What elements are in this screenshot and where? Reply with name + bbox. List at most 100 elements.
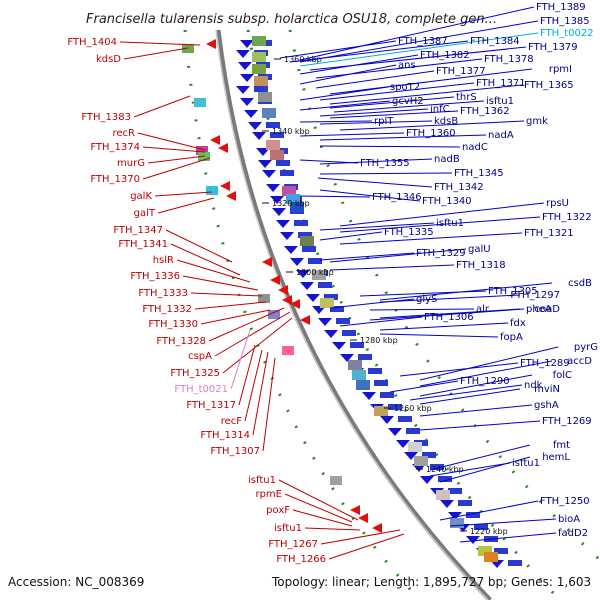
gene-label-right[interactable]: folC [553, 370, 572, 381]
gene-label-right[interactable]: rpmI [549, 64, 572, 75]
gene-label-right[interactable]: FTH_1365 [524, 80, 574, 91]
gene-label-right[interactable]: infC [430, 104, 450, 115]
gene-label-right[interactable]: FTH_1371 [476, 78, 526, 89]
gene-label-right[interactable]: isftu1 [512, 458, 540, 469]
gene-label-right[interactable]: mviN [534, 384, 560, 395]
gene-label-left[interactable]: FTH_1307 [210, 446, 260, 457]
gene-label-right[interactable]: FTH_1382 [420, 50, 470, 61]
gene-label-left[interactable]: FTH_1370 [90, 174, 140, 185]
gene-label-left[interactable]: recR [113, 128, 136, 139]
gene-block [474, 524, 488, 530]
gene-label-right[interactable]: pheA [526, 304, 552, 315]
gene-label-right[interactable]: bioA [558, 514, 580, 525]
gene-label-right[interactable]: FTH_1329 [416, 248, 466, 259]
gene-arrow-reverse [358, 513, 368, 523]
gene-label-right[interactable]: FTH_1289 [520, 358, 570, 369]
gene-label-left[interactable]: FTH_1328 [156, 336, 206, 347]
gene-label-left[interactable]: FTH_1314 [200, 430, 250, 441]
gene-label-right[interactable]: FTH_1360 [406, 128, 456, 139]
gene-label-left[interactable]: FTH_1267 [268, 539, 318, 550]
gene-label-right[interactable]: alr [476, 304, 490, 315]
gene-label-left[interactable]: FTH_1317 [186, 400, 236, 411]
gene-label-right[interactable]: fopA [500, 332, 523, 343]
gene-label-right[interactable]: FTH_t0022 [540, 28, 594, 39]
gene-label-right[interactable]: FTH_1269 [542, 416, 592, 427]
gene-label-right[interactable]: ans [398, 60, 416, 71]
gene-label-right[interactable]: FTH_1389 [536, 2, 586, 13]
gene-block [350, 342, 364, 348]
gene-label-right[interactable]: isftu1 [486, 96, 514, 107]
gene-label-left[interactable]: FTH_1383 [81, 112, 131, 123]
gene-label-left[interactable]: FTH_1333 [138, 288, 188, 299]
gene-label-right[interactable]: fmt [553, 440, 570, 451]
gene-label-left[interactable]: FTH_1404 [67, 37, 117, 48]
gene-label-left[interactable]: recF [221, 416, 243, 427]
gene-label-right[interactable]: FTH_1305 [488, 286, 538, 297]
gene-label-right[interactable]: ndk [524, 380, 543, 391]
gene-label-right[interactable]: nadB [434, 154, 460, 165]
gene-label-left[interactable]: cspA [188, 351, 212, 362]
gene-arrow [340, 354, 354, 362]
gene-label-left[interactable]: galT [134, 208, 156, 219]
gene-label-left[interactable]: isftu1 [274, 523, 302, 534]
gene-label-left[interactable]: FTH_1374 [90, 142, 140, 153]
gene-label-right[interactable]: FTH_1362 [460, 106, 510, 117]
gene-label-right[interactable]: gcvH2 [392, 96, 424, 107]
gene-label-right[interactable]: FTH_1377 [436, 66, 486, 77]
gene-label-right[interactable]: FTH_1250 [540, 496, 590, 507]
gene-label-right[interactable]: FTH_1345 [454, 168, 504, 179]
gene-label-left[interactable]: FTH_t0021 [174, 384, 228, 395]
gene-label-left[interactable]: FTH_1266 [276, 554, 326, 565]
gene-label-right[interactable]: csdB [568, 278, 592, 289]
gene-label-left[interactable]: hslR [153, 255, 174, 266]
gene-label-left[interactable]: galK [130, 191, 152, 202]
gene-label-right[interactable]: FTH_1290 [460, 376, 510, 387]
gene-label-right[interactable]: pyrG [574, 342, 598, 353]
gene-label-right[interactable]: isftu1 [436, 218, 464, 229]
gene-label-left[interactable]: rpmE [255, 489, 282, 500]
gene-label-left[interactable]: poxF [266, 505, 290, 516]
gene-label-left[interactable]: FTH_1341 [118, 239, 168, 250]
gene-label-right[interactable]: coaD [535, 304, 561, 315]
gene-label-right[interactable]: gmk [526, 116, 548, 127]
gene-label-right[interactable]: FTH_1342 [434, 182, 484, 193]
gene-label-right[interactable]: rplT [374, 116, 394, 127]
gene-label-left[interactable]: FTH_1325 [170, 368, 220, 379]
gene-label-right[interactable]: FTH_1385 [540, 16, 590, 27]
label-connector [319, 172, 453, 175]
gene-label-right[interactable]: spoT2 [390, 82, 420, 93]
gene-label-right[interactable]: FTH_1335 [384, 227, 434, 238]
gene-label-right[interactable]: FTH_1346 [372, 192, 422, 203]
gene-label-right[interactable]: FTH_1340 [422, 196, 472, 207]
gene-label-left[interactable]: FTH_1330 [148, 319, 198, 330]
gene-label-right[interactable]: FTH_1297 [510, 290, 560, 301]
gene-label-left[interactable]: murG [117, 158, 145, 169]
gene-label-right[interactable]: kdsB [434, 116, 458, 127]
gene-label-right[interactable]: fadD2 [558, 528, 588, 539]
gene-label-right[interactable]: FTH_1378 [484, 54, 534, 65]
gene-label-right[interactable]: FTH_1379 [528, 42, 578, 53]
gene-label-right[interactable]: FTH_1318 [456, 260, 506, 271]
gene-label-right[interactable]: nadC [462, 142, 488, 153]
gene-label-left[interactable]: FTH_1347 [113, 225, 163, 236]
gene-label-right[interactable]: FTH_1384 [470, 36, 520, 47]
gene-label-left[interactable]: FTH_1332 [142, 304, 192, 315]
gene-label-left[interactable]: FTH_1336 [130, 271, 180, 282]
gene-label-right[interactable]: gshA [534, 400, 559, 411]
gene-label-right[interactable]: fdx [510, 318, 526, 329]
gene-label-right[interactable]: FTH_1306 [424, 312, 474, 323]
gene-label-right[interactable]: rpsU [546, 198, 569, 209]
gene-label-left[interactable]: isftu1 [248, 475, 276, 486]
gene-label-right[interactable]: accD [567, 356, 592, 367]
gene-label-right[interactable]: FTH_1355 [360, 158, 410, 169]
label-connector [252, 351, 269, 436]
gene-label-right[interactable]: galU [468, 244, 491, 255]
gene-label-right[interactable]: FTH_1387 [398, 36, 448, 47]
gene-label-left[interactable]: kdsD [96, 54, 121, 65]
gene-label-right[interactable]: nadA [488, 130, 514, 141]
gene-label-right[interactable]: thrS [456, 92, 477, 103]
gene-label-right[interactable]: FTH_1321 [524, 228, 574, 239]
gene-label-right[interactable]: FTH_1322 [542, 212, 592, 223]
gene-label-right[interactable]: hemL [542, 452, 570, 463]
gene-label-right[interactable]: glyS [416, 294, 437, 305]
